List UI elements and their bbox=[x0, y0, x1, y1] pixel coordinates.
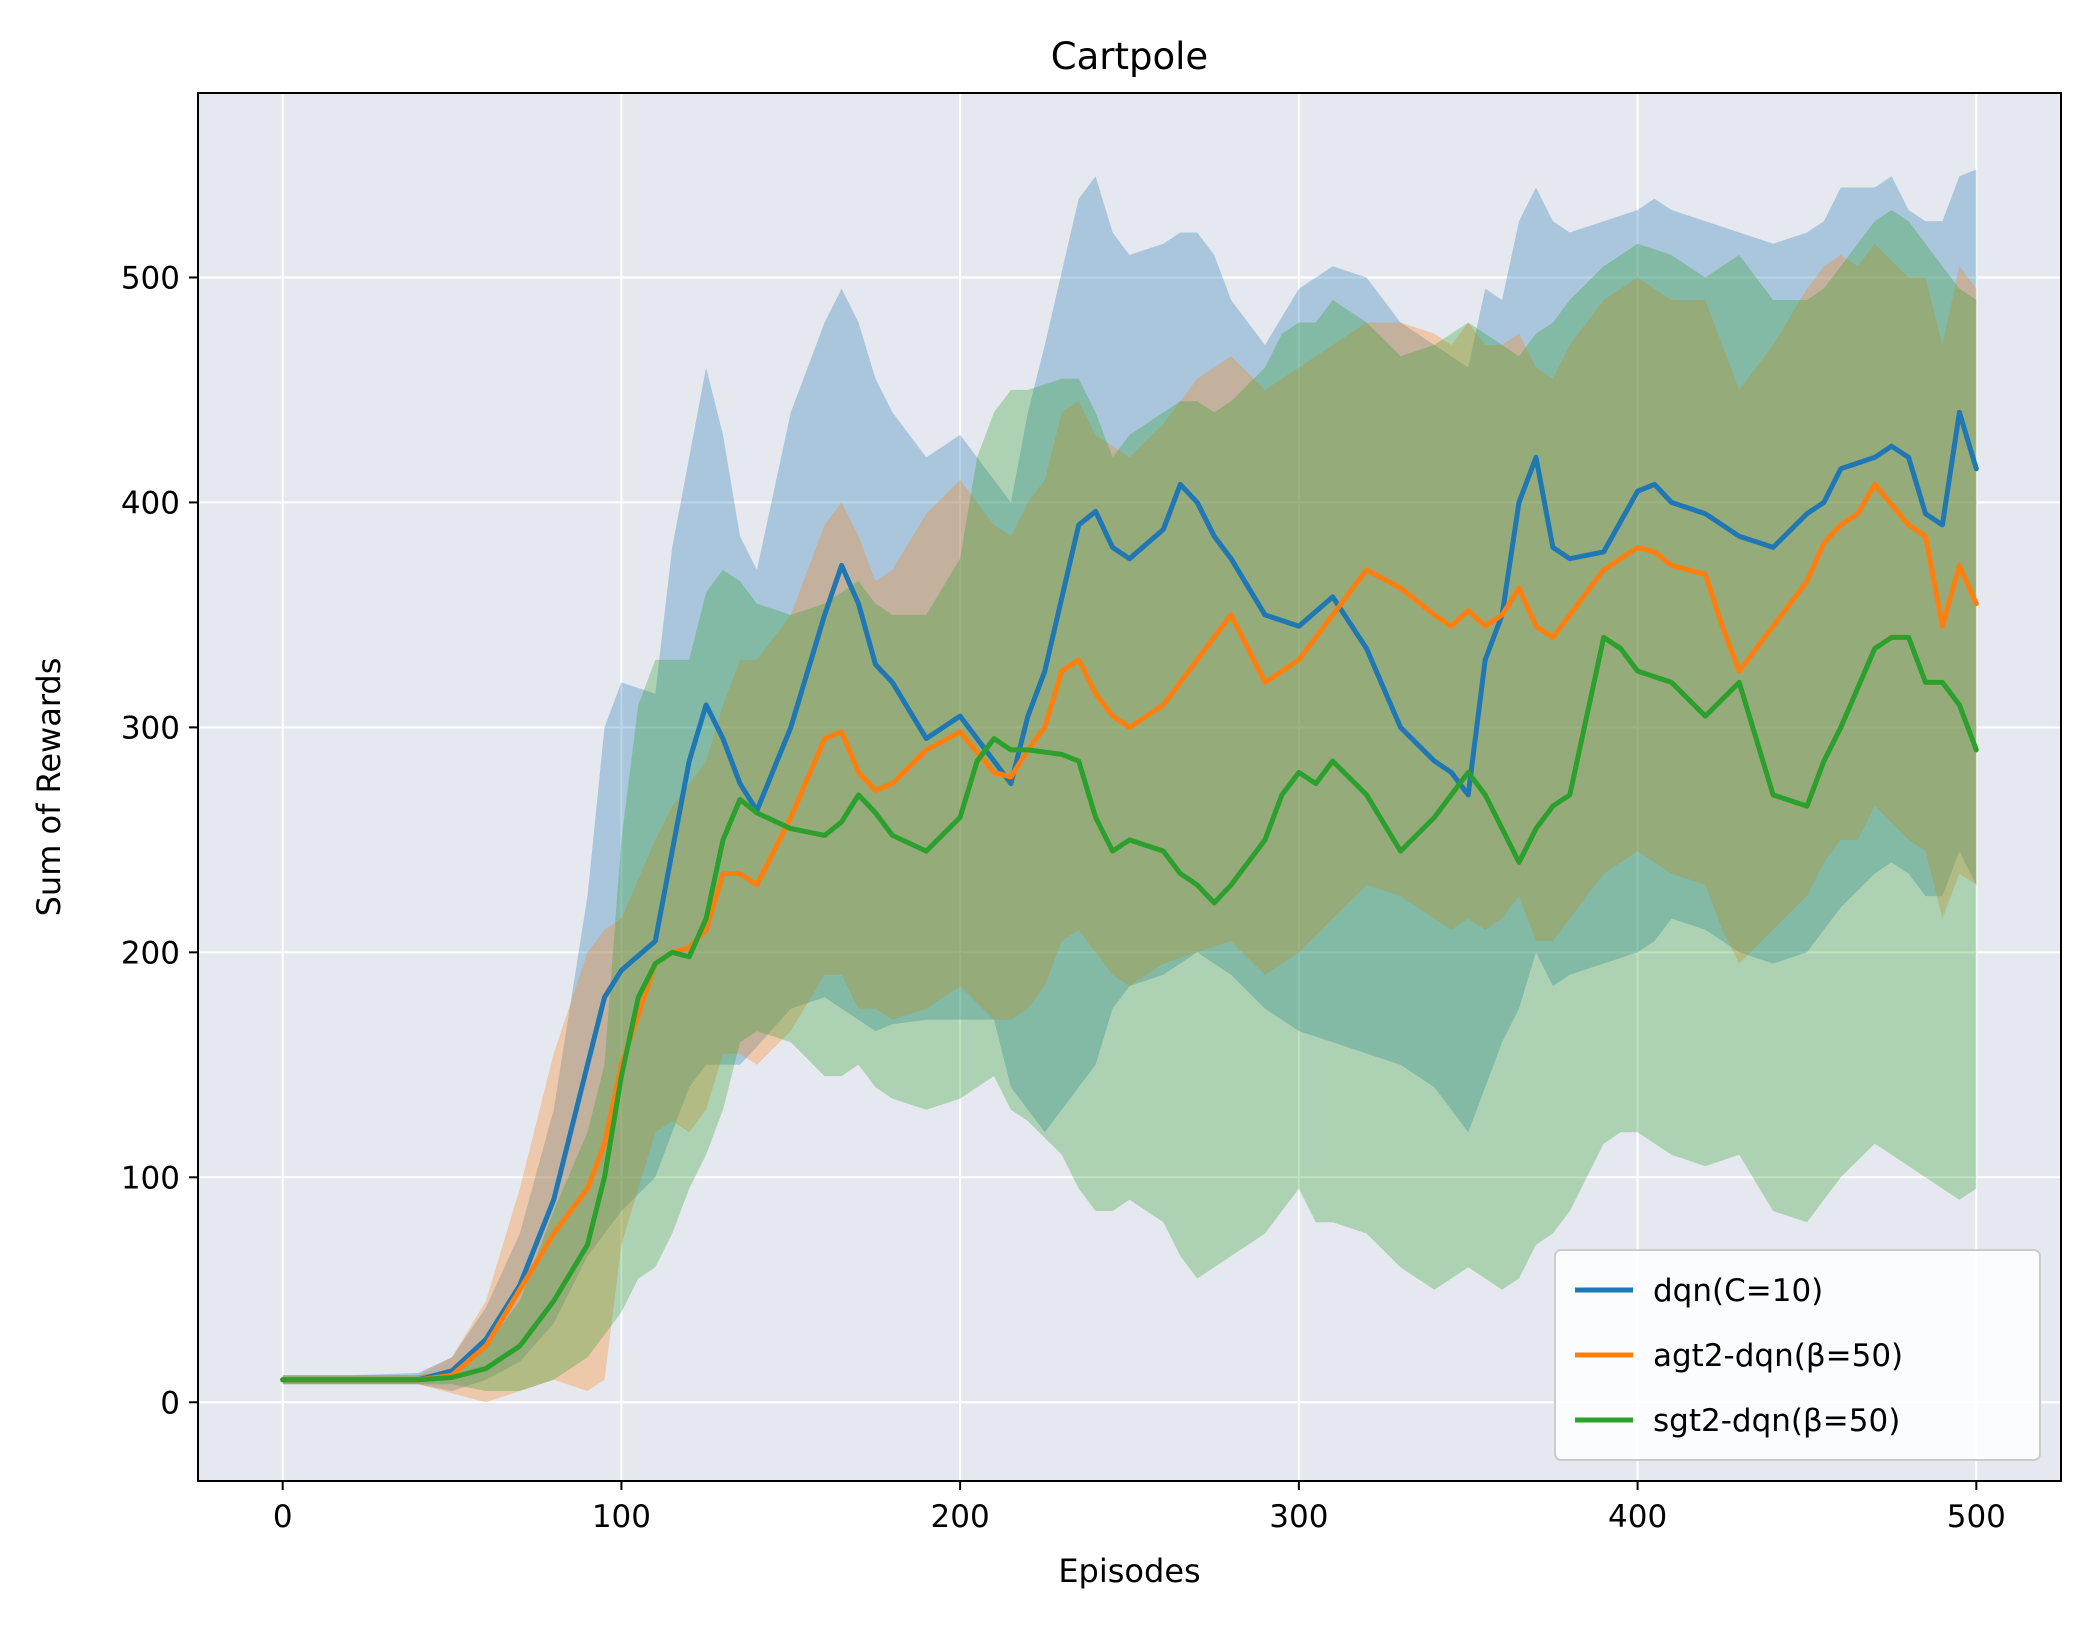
y-tick-label: 300 bbox=[121, 710, 180, 746]
y-tick-label: 0 bbox=[160, 1385, 180, 1421]
legend-label-2: sgt2-dqn(β=50) bbox=[1653, 1403, 1900, 1439]
chart-title: Cartpole bbox=[1051, 35, 1208, 78]
legend-label-1: agt2-dqn(β=50) bbox=[1653, 1338, 1903, 1374]
series-lines bbox=[280, 409, 1979, 1383]
y-tick-label: 100 bbox=[121, 1160, 180, 1196]
y-tick-label: 500 bbox=[121, 260, 180, 296]
x-tick-label: 500 bbox=[1947, 1499, 2006, 1535]
y-axis-ticks: 0 100 200 300 400 500 bbox=[121, 260, 198, 1421]
x-axis-ticks: 0 100 200 300 400 500 bbox=[273, 1481, 2006, 1535]
series-line-1 bbox=[280, 481, 1979, 1383]
x-axis-label: Episodes bbox=[1058, 1552, 1200, 1590]
series-line-0 bbox=[280, 409, 1979, 1383]
series-band-1 bbox=[282, 243, 1977, 1403]
x-tick-label: 300 bbox=[1269, 1499, 1328, 1535]
series-band-2 bbox=[282, 210, 1977, 1391]
legend-label-0: dqn(C=10) bbox=[1653, 1273, 1823, 1309]
series-band-0 bbox=[282, 169, 1977, 1391]
x-tick-label: 200 bbox=[931, 1499, 990, 1535]
y-axis-label: Sum of Rewards bbox=[30, 658, 68, 917]
x-tick-label: 0 bbox=[273, 1499, 293, 1535]
plot-frame bbox=[197, 92, 2062, 1482]
confidence-bands bbox=[282, 169, 1977, 1403]
y-tick-label: 200 bbox=[121, 935, 180, 971]
legend: dqn(C=10) agt2-dqn(β=50) sgt2-dqn(β=50) bbox=[1554, 1249, 2041, 1461]
x-tick-label: 400 bbox=[1608, 1499, 1667, 1535]
legend-box bbox=[1554, 1249, 2041, 1461]
series-line-2 bbox=[280, 634, 1979, 1383]
y-tick-label: 400 bbox=[121, 485, 180, 521]
x-tick-label: 100 bbox=[592, 1499, 651, 1535]
